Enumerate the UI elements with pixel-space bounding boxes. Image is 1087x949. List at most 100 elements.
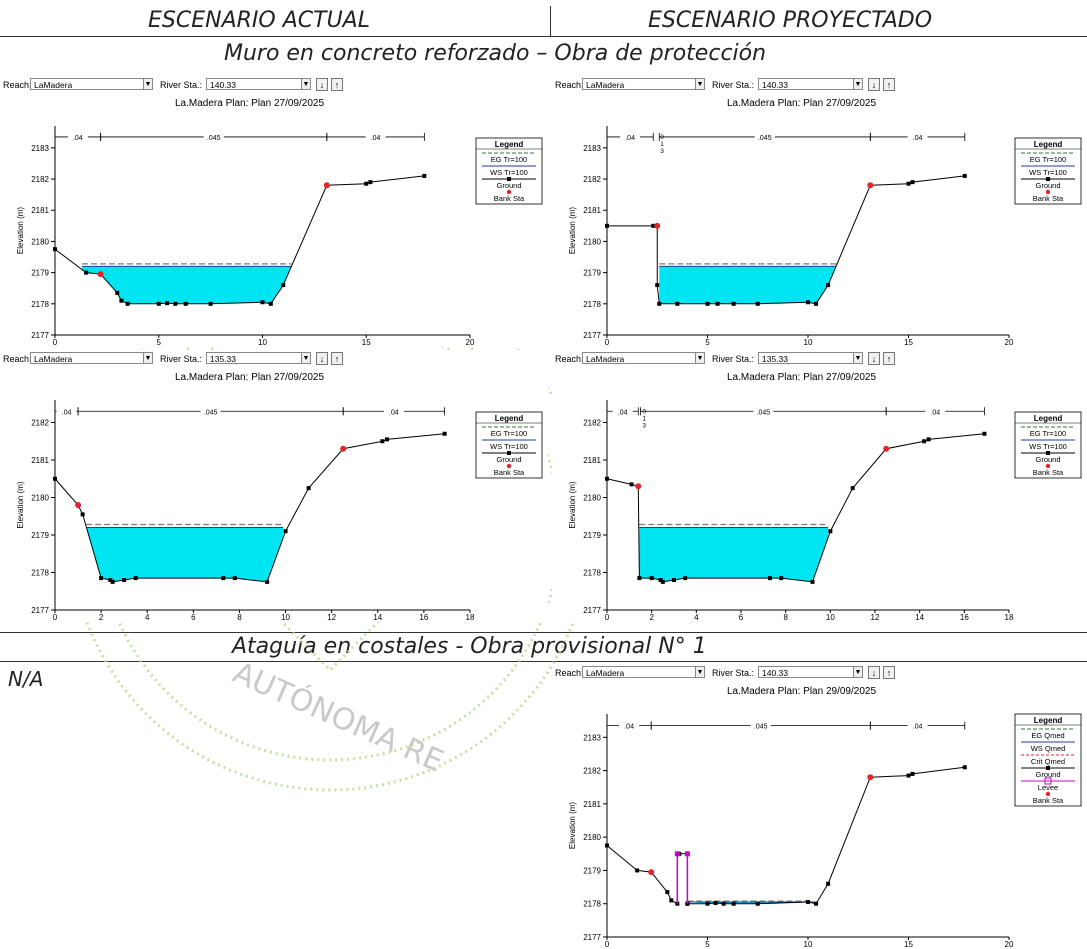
x-tick-label: 18	[466, 613, 475, 622]
bank-station-point	[867, 774, 874, 781]
ground-point	[283, 529, 288, 534]
reach-dropdown-icon[interactable]: ▼	[695, 352, 705, 364]
manning-n-label-bg	[907, 720, 928, 730]
reach-dropdown-icon[interactable]: ▼	[695, 78, 705, 90]
x-tick-label: 0	[605, 940, 610, 949]
manning-n-label-bg	[753, 406, 774, 416]
y-tick-label: 2177	[583, 933, 601, 942]
ground-point	[755, 301, 760, 306]
x-tick-label: 15	[904, 940, 913, 949]
ground-point	[683, 576, 688, 581]
y-tick-label: 2178	[583, 569, 601, 578]
station-select[interactable]: 140.33	[206, 78, 311, 90]
station-dropdown-icon[interactable]: ▼	[301, 352, 311, 364]
x-tick-label: 2	[99, 613, 104, 622]
station-up-button[interactable]: ↑	[883, 78, 895, 91]
legend-title: Legend	[1034, 414, 1063, 423]
x-tick-label: 0	[53, 338, 58, 347]
ground-point	[99, 576, 104, 581]
reach-dropdown-icon[interactable]: ▼	[695, 666, 705, 678]
legend-label: EG Tr=100	[1030, 429, 1066, 438]
reach-select[interactable]: LaMadera	[30, 78, 152, 90]
station-down-button[interactable]: ↓	[868, 666, 880, 679]
manning-n-label: .04	[618, 409, 628, 416]
y-axis-label: Elevation (m)	[568, 481, 577, 528]
station-up-button[interactable]: ↑	[331, 78, 343, 91]
ground-point	[110, 579, 115, 584]
station-down-button[interactable]: ↓	[868, 352, 880, 365]
manning-n-label-bg	[203, 131, 224, 141]
bank-station-point	[635, 483, 642, 490]
ground-point	[268, 301, 273, 306]
plot-title: La.Madera Plan: Plan 27/09/2025	[175, 98, 324, 109]
y-tick-label: 2179	[31, 531, 49, 540]
y-tick-label: 2182	[31, 419, 49, 428]
toolbar: Reach: LaMadera ▼ River Sta.: 135.33 ▼ ↓ ↑	[0, 350, 548, 368]
xsection-panel-proyectado-140: Reach: LaMadera ▼ River Sta.: 140.33 ▼ ↓ ↑ La.Ma…	[552, 76, 1087, 347]
station-up-button[interactable]: ↑	[883, 352, 895, 365]
x-tick-label: 5	[705, 338, 710, 347]
y-tick-label: 2182	[583, 419, 601, 428]
station-down-button[interactable]: ↓	[868, 78, 880, 91]
manning-n-label: .04	[62, 409, 72, 416]
ground-point	[658, 578, 663, 582]
water-area	[659, 266, 837, 304]
ground-point	[165, 301, 170, 306]
ground-point	[779, 576, 784, 581]
ground-point	[119, 298, 124, 303]
manning-n-label: .045	[204, 409, 218, 416]
bank-station-point	[648, 869, 655, 876]
reach-dropdown-icon[interactable]: ▼	[143, 352, 153, 364]
not-applicable-text: N/A	[8, 667, 44, 691]
ground-point	[655, 283, 660, 288]
xsection-panel-ataguia-140: Reach: LaMadera ▼ River Sta.: 140.33 ▼ ↓ ↑ La.Ma…	[552, 664, 1087, 949]
station-dropdown-icon[interactable]: ▼	[853, 666, 863, 678]
ground-point	[922, 439, 927, 444]
legend-marker	[1045, 791, 1051, 797]
levee-point	[684, 851, 690, 857]
ground-point	[605, 843, 609, 848]
manning-n-label: .04	[930, 409, 940, 416]
station-select[interactable]: 140.33	[758, 666, 863, 678]
x-tick-label: 5	[157, 338, 162, 347]
legend-label: Bank Sta	[494, 468, 525, 477]
ground-point	[926, 437, 931, 442]
ground-point	[910, 771, 915, 776]
reach-select[interactable]: LaMadera	[582, 78, 704, 90]
ground-point	[672, 578, 676, 582]
xsection-plot: 2177 2178 2179 2180 2181 2182 2183 0 5 10 15 20 Elev…	[568, 713, 1082, 949]
y-tick-label: 2177	[31, 331, 49, 340]
legend-marker	[1044, 777, 1052, 785]
legend-label: Bank Sta	[1033, 468, 1064, 477]
station-dropdown-icon[interactable]: ▼	[301, 78, 311, 90]
y-tick-label: 2177	[583, 606, 601, 615]
station-up-button[interactable]: ↑	[883, 666, 895, 679]
reach-dropdown-icon[interactable]: ▼	[143, 78, 153, 90]
y-tick-label: 2179	[583, 269, 601, 278]
ground-point	[810, 579, 815, 584]
manning-n-label: .045	[207, 135, 221, 142]
y-tick-label: 2182	[583, 767, 601, 776]
ground-point	[380, 439, 385, 444]
ground-point	[281, 283, 286, 288]
station-down-button[interactable]: ↓	[316, 78, 328, 91]
ground-line	[54, 175, 425, 305]
station-dropdown-icon[interactable]: ▼	[853, 352, 863, 364]
y-tick-label: 2178	[31, 300, 49, 309]
y-tick-label: 2178	[583, 300, 601, 309]
y-tick-label: 2182	[583, 175, 601, 184]
station-down-button[interactable]: ↓	[316, 352, 328, 365]
x-tick-label: 8	[783, 613, 788, 622]
x-tick-label: 18	[1005, 613, 1014, 622]
station-up-button[interactable]: ↑	[331, 352, 343, 365]
x-tick-label: 0	[605, 613, 610, 622]
y-tick-label: 2181	[31, 206, 49, 215]
station-dropdown-icon[interactable]: ▼	[853, 78, 863, 90]
header-divider	[550, 6, 551, 36]
legend-label: Ground	[496, 181, 521, 190]
ground-point	[260, 300, 265, 305]
ground-point	[768, 576, 773, 581]
ground-point	[637, 576, 642, 581]
x-tick-label: 6	[191, 613, 196, 622]
